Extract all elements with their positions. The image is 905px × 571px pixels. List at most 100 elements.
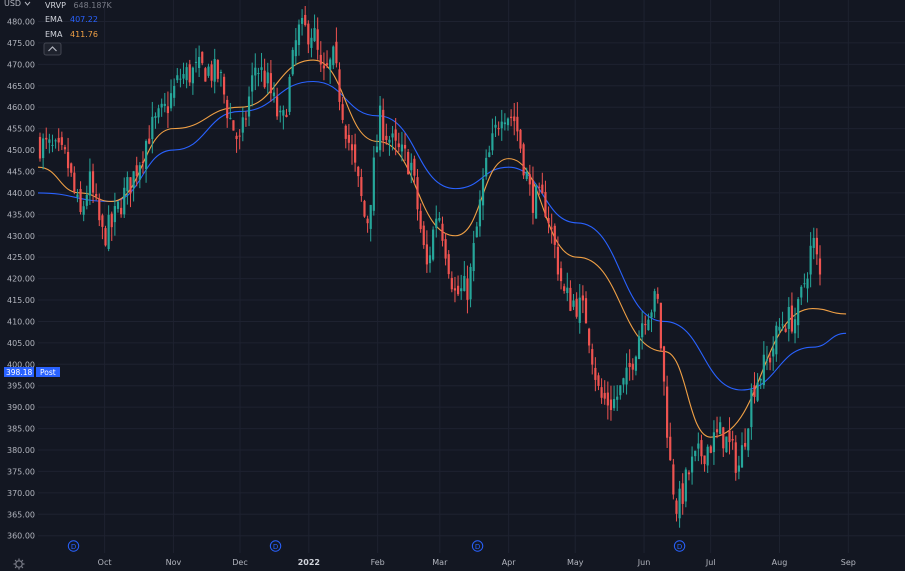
time-tick-label: Aug	[772, 558, 788, 567]
candle	[510, 109, 513, 127]
candle	[141, 151, 145, 174]
candle	[354, 133, 357, 172]
price-tick-label: 445.00	[7, 167, 35, 176]
candle	[687, 470, 691, 481]
dividend-marker[interactable]: D	[67, 540, 80, 552]
candle	[750, 383, 753, 440]
candle	[575, 292, 578, 319]
candle	[257, 67, 260, 87]
time-tick-label: Dec	[232, 558, 247, 567]
post-tag: Post	[40, 368, 56, 377]
candle	[201, 51, 204, 66]
legend-ema-fast[interactable]: EMA 411.76	[45, 30, 98, 39]
candle	[522, 142, 525, 179]
candle	[57, 128, 60, 152]
candle	[469, 263, 472, 308]
collapse-legend-button[interactable]	[43, 42, 62, 56]
candle	[725, 436, 728, 453]
gear-icon[interactable]	[13, 558, 25, 570]
candle	[310, 28, 313, 58]
candle	[179, 68, 182, 88]
candle	[403, 132, 407, 161]
time-tick-label: Feb	[371, 558, 385, 567]
svg-text:D: D	[71, 543, 76, 551]
candle	[42, 133, 45, 170]
dividend-marker[interactable]: D	[673, 540, 686, 552]
candle	[123, 177, 126, 218]
candle	[556, 236, 560, 281]
legend-vrvp[interactable]: VRVP 648.187K	[45, 1, 113, 10]
candle	[432, 226, 435, 262]
candle	[185, 62, 188, 89]
candle	[628, 349, 631, 381]
candle	[531, 166, 535, 225]
candle	[138, 162, 141, 189]
dividend-marker[interactable]: D	[269, 540, 282, 552]
candle	[213, 48, 216, 94]
candle	[706, 444, 709, 473]
candle	[566, 272, 569, 302]
candle	[166, 91, 170, 128]
candle	[235, 132, 238, 153]
candle	[756, 373, 759, 403]
legend-ema-slow[interactable]: EMA 407.22	[45, 15, 98, 24]
candle	[163, 92, 166, 113]
candle	[709, 444, 712, 454]
candle	[91, 163, 95, 203]
price-tick-label: 385.00	[7, 425, 35, 434]
candle	[229, 102, 232, 120]
price-tick-label: 460.00	[7, 103, 35, 112]
candle	[538, 182, 541, 196]
candle	[703, 455, 706, 472]
candle	[372, 146, 375, 216]
svg-text:D: D	[273, 543, 278, 551]
candle	[447, 250, 450, 279]
candle	[207, 63, 210, 78]
candle	[45, 127, 48, 149]
price-tick-label: 400.00	[7, 360, 35, 369]
candle	[744, 428, 747, 450]
price-tick-label: 440.00	[7, 189, 35, 198]
candle	[559, 261, 563, 290]
candle	[497, 121, 500, 136]
candle	[541, 172, 544, 194]
price-axis[interactable]: 480.00 475.00 470.00 465.00 460.00 455.00 450.…	[7, 18, 35, 541]
ema-slow-line	[37, 80, 847, 391]
candle	[397, 132, 400, 152]
candle	[198, 45, 201, 78]
candle	[435, 205, 438, 238]
candle	[803, 273, 806, 288]
candle	[588, 327, 591, 354]
candle	[525, 167, 528, 182]
dividend-marker[interactable]: D	[471, 540, 484, 552]
candle	[325, 50, 329, 69]
time-tick-label: 2022	[298, 558, 320, 567]
candle	[572, 294, 575, 310]
chevron-down-icon[interactable]	[24, 1, 31, 6]
price-tick-label: 435.00	[7, 210, 35, 219]
candle	[503, 113, 506, 131]
candle	[322, 52, 326, 81]
svg-text:D: D	[677, 543, 682, 551]
candle	[597, 372, 600, 391]
candle	[662, 345, 666, 396]
time-tick-label: Mar	[432, 558, 448, 567]
price-tick-label: 450.00	[7, 146, 35, 155]
candle	[66, 137, 70, 177]
candle	[407, 149, 410, 175]
candle	[441, 216, 444, 247]
price-tick-label: 370.00	[7, 489, 35, 498]
candle	[282, 105, 285, 130]
candle	[569, 280, 572, 312]
ema-fast-line	[37, 59, 847, 438]
candle	[113, 192, 116, 236]
candle	[700, 434, 703, 465]
candle	[659, 302, 662, 352]
candle	[712, 420, 716, 465]
candle	[625, 353, 628, 395]
candle	[54, 138, 57, 149]
candle	[101, 213, 104, 240]
time-axis[interactable]: OctNovDec2022FebMarAprMayJunJulAugSepOct	[98, 558, 905, 567]
